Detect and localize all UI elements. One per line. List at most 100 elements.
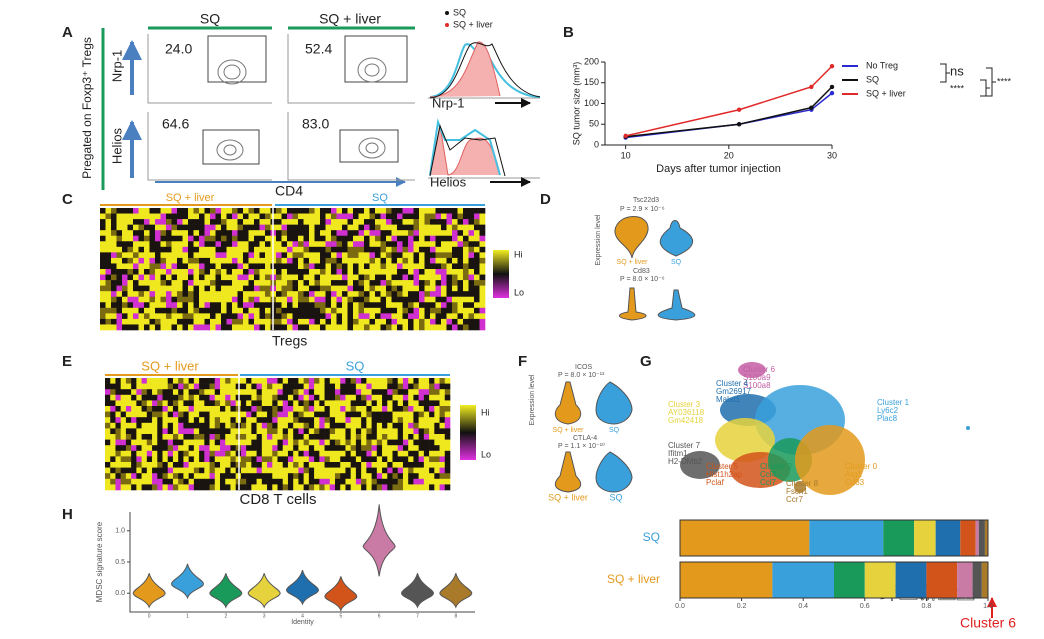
heatmap-cell [382,462,388,468]
heatmap-cell [243,230,249,237]
heatmap-cell [308,428,315,435]
heatmap-cell [110,417,116,424]
heatmap-cell [331,257,337,264]
heatmap-cell [122,285,128,292]
heatmap-cell [350,467,357,474]
heatmap-cell [133,274,139,281]
heatmap-cell [463,230,469,237]
gene-title: Tsc22d3 [633,197,659,204]
heatmap-cell [397,394,404,401]
heatmap-cell [110,394,116,401]
heatmap-cell [277,417,284,424]
heatmap-cell [303,473,310,480]
heatmap-cell [474,230,480,237]
heatmap-cell [220,439,226,446]
heatmap-cell [210,302,216,309]
heatmap-cell [358,318,365,325]
heatmap-cell [468,291,475,298]
heatmap-cell [105,263,112,270]
heatmap-cell [439,456,446,463]
heatmap-cell [193,439,200,446]
heatmap-cell [329,484,336,491]
heatmap-cell [230,434,236,440]
heatmap-cell [361,394,367,401]
heatmap-cell [350,394,357,401]
heatmap-cell [111,313,117,320]
heatmap-cell [303,302,310,309]
heatmap-cell [340,428,346,435]
heatmap-cell [402,473,409,480]
heatmap-cell [214,462,221,468]
heatmap-cell [429,383,435,390]
heatmap-cell [215,307,222,314]
heatmap-cell [237,257,244,264]
heatmap-cell [115,394,121,401]
heatmap-cell [160,269,167,275]
heatmap-cell [309,291,315,298]
heatmap-cell [419,230,425,237]
heatmap-cell [386,302,392,309]
heatmap-cell [463,208,469,214]
heatmap-cell [324,406,331,412]
heatmap-cell [261,383,268,390]
heatmap-cell [214,411,221,418]
heatmap-cell [468,318,475,325]
heatmap-cell [133,307,139,314]
heatmap-cell [366,411,372,418]
heatmap-cell [386,291,392,298]
heatmap-cell [452,296,458,303]
heatmap-cell [314,428,320,435]
heatmap-cell [392,400,399,407]
heatmap-cell [172,411,179,418]
heatmap-cell [276,252,282,259]
heatmap-cell [237,324,244,331]
heatmap-cell [375,291,381,298]
heatmap-cell [371,428,378,435]
heatmap-cell [259,269,266,275]
heatmap-cell [439,473,446,480]
heatmap-cell [353,296,359,303]
heatmap-cell [335,450,341,457]
heatmap-cell [347,324,354,331]
heatmap-cell [141,439,148,446]
heatmap-cell [226,302,233,309]
heatmap-cell [230,467,236,474]
heatmap-cell [183,445,189,452]
heatmap-cell [232,280,238,286]
heatmap-cell [298,257,304,264]
heatmap-cell [402,257,409,264]
heatmap-cell [457,208,464,214]
heatmap-cell [355,484,362,491]
heatmap-cell [435,230,442,237]
heatmap-cell [272,411,278,418]
heatmap-cell [155,324,161,331]
heatmap-cell [105,219,112,225]
annotation: ns [950,63,964,78]
heatmap-cell [336,313,343,320]
heatmap-cell [171,296,178,303]
heatmap-cell [144,296,150,303]
heatmap-cell [230,462,236,468]
heatmap-cell [342,224,348,231]
heatmap-cell [408,484,414,491]
heatmap-cell [204,456,210,463]
heatmap-cell [232,230,238,237]
heatmap-cell [259,307,266,314]
heatmap-cell [160,274,167,281]
heatmap-cell [342,208,348,214]
heatmap-cell [287,291,293,298]
heatmap-cell [282,422,289,429]
heatmap-cell [259,280,266,286]
column-label: SQ [200,11,220,27]
violin [554,381,582,425]
heatmap-cell [281,318,288,325]
heatmap-cell [303,269,310,275]
heatmap-cell [254,291,260,298]
heatmap-cell [199,263,205,270]
heatmap-cell [479,219,486,225]
heatmap-cell [320,307,326,314]
heatmap-cell [413,257,420,264]
heatmap-cell [430,224,436,231]
heatmap-cell [166,280,172,286]
heatmap-cell [452,291,458,298]
